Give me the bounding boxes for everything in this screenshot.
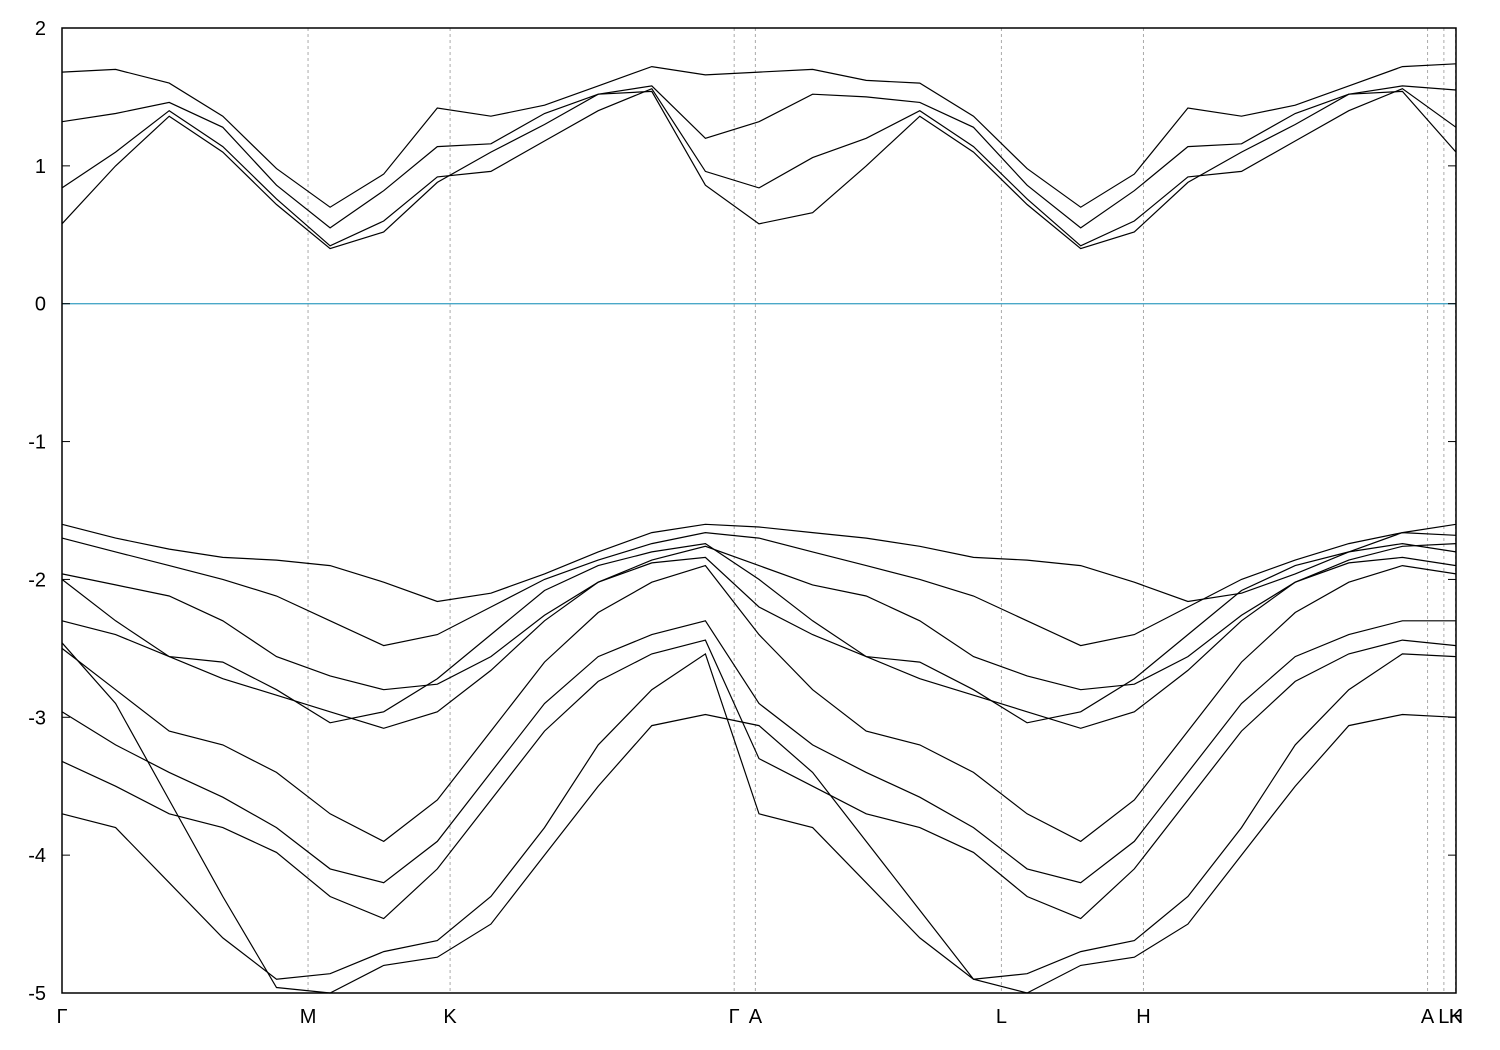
band-line-9 bbox=[61, 620, 1456, 884]
band-line-0 bbox=[61, 90, 1457, 250]
x-tick-label-10: H bbox=[1449, 1006, 1463, 1028]
band-line-8 bbox=[61, 564, 1457, 843]
x-tick-label-3: Γ bbox=[729, 1006, 740, 1028]
band-line-6 bbox=[61, 543, 1457, 691]
x-tick-label-2: K bbox=[443, 1006, 457, 1028]
band-line-12 bbox=[61, 642, 1457, 994]
band-line-1 bbox=[61, 87, 1457, 247]
x-tick-label-7: A bbox=[1421, 1006, 1435, 1028]
band-lines bbox=[61, 63, 1457, 994]
band-line-5 bbox=[61, 531, 1457, 647]
band-line-3 bbox=[61, 63, 1457, 208]
y-tick-label-0: 2 bbox=[35, 18, 46, 40]
y-tick-label-1: 1 bbox=[35, 156, 46, 178]
band-line-11 bbox=[61, 652, 1457, 980]
x-tick-labels: Γ M K Γ A L H A L KH bbox=[56, 1006, 1463, 1028]
x-tick-label-9: K bbox=[1449, 1006, 1463, 1028]
x-tick-label-1: M bbox=[300, 1006, 317, 1028]
y-tick-labels: 2 1 0 -1 -2 -3 -4 -5 bbox=[28, 18, 1456, 1005]
y-tick-label-4: -2 bbox=[28, 569, 46, 591]
band-line-10 bbox=[61, 639, 1457, 920]
y-tick-label-7: -5 bbox=[28, 983, 46, 1005]
y-tick-label-3: -1 bbox=[28, 432, 46, 454]
x-tick-label-5: L bbox=[996, 1006, 1007, 1028]
x-tick-label-6: H bbox=[1136, 1006, 1150, 1028]
band-line-2 bbox=[61, 85, 1457, 229]
y-tick-label-5: -3 bbox=[28, 707, 46, 729]
band-line-13 bbox=[61, 542, 1457, 724]
x-tick-label-4: A bbox=[749, 1006, 763, 1028]
plot-frame bbox=[61, 27, 1457, 994]
x-tick-label-0: Γ bbox=[56, 1006, 67, 1028]
y-tick-label-2: 0 bbox=[35, 294, 46, 316]
y-tick-label-6: -4 bbox=[28, 845, 46, 867]
band-line-4 bbox=[61, 523, 1457, 603]
x-tick-label-8: L bbox=[1438, 1006, 1449, 1028]
